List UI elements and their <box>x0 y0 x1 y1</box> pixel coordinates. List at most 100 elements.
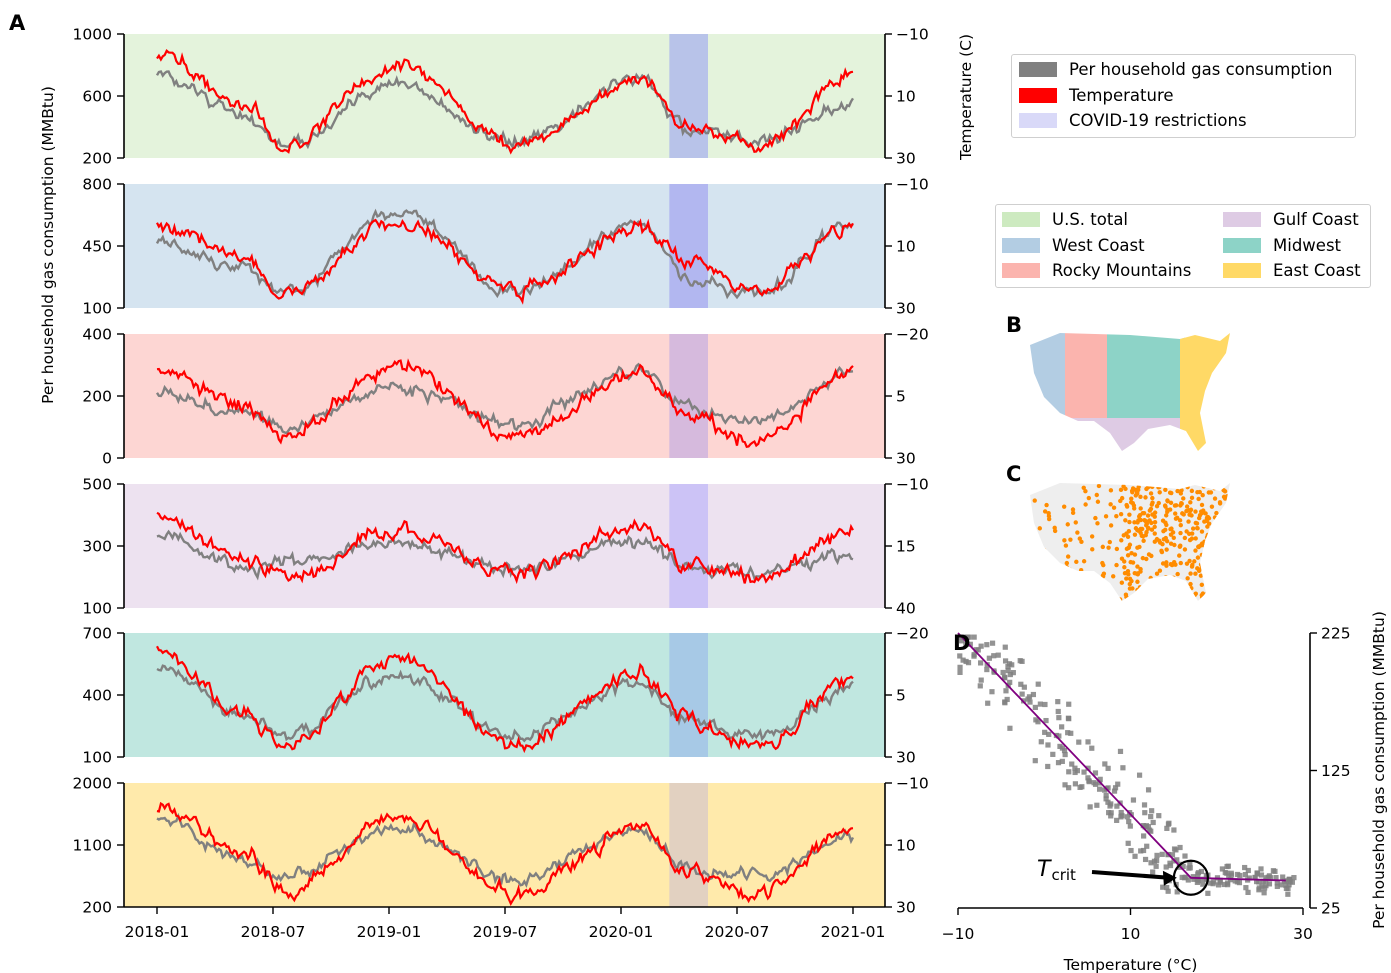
pipeline-dot <box>1070 601 1074 605</box>
scatter-point <box>1245 889 1251 895</box>
scatter-point <box>1072 781 1079 787</box>
pipeline-dot <box>1212 485 1217 491</box>
scatter-point <box>1195 878 1202 884</box>
scatter-point <box>1055 699 1061 705</box>
x-axis-title: Temperature (°C) <box>1063 956 1198 973</box>
pipeline-dot <box>1138 506 1143 511</box>
pipeline-dot <box>1175 571 1180 577</box>
pipeline-dot <box>1166 594 1171 600</box>
pipeline-dot <box>1226 584 1230 589</box>
pipeline-dot <box>1150 484 1155 489</box>
pipeline-dot <box>1132 520 1137 525</box>
pipeline-dot <box>1164 563 1169 568</box>
scatter-point <box>1086 779 1092 785</box>
pipeline-dot <box>1151 602 1155 606</box>
scatter-point <box>1145 787 1152 793</box>
scatter-point <box>1259 883 1265 889</box>
pipeline-dot <box>1220 578 1226 583</box>
subplot-background <box>124 484 885 608</box>
legend-region-swatch-us-total <box>1002 212 1040 227</box>
pipeline-dot <box>1059 603 1063 607</box>
pipeline-dot <box>1189 536 1195 541</box>
pipeline-dot <box>1150 495 1155 501</box>
pipeline-dot <box>1038 552 1044 558</box>
legend-label-temperature: Temperature <box>1069 86 1174 105</box>
pipeline-dot <box>1220 552 1225 557</box>
scatter-point <box>1243 885 1249 891</box>
scatter-point <box>1219 866 1225 872</box>
scatter-point <box>1032 704 1038 711</box>
scatter-point <box>1046 731 1052 737</box>
pipeline-dot <box>1200 601 1204 605</box>
scatter-point <box>1042 701 1048 708</box>
pipeline-dot <box>1144 523 1149 528</box>
pipeline-dot <box>1223 507 1229 512</box>
scatter-point <box>1262 885 1268 891</box>
scatter-point <box>1148 813 1154 820</box>
pipeline-dot <box>1189 602 1193 606</box>
pipeline-dot <box>1222 577 1227 583</box>
scatter-point <box>1265 874 1271 880</box>
pipeline-dot <box>1208 585 1213 590</box>
pipeline-dot <box>1108 523 1114 528</box>
scatter-point <box>971 634 977 640</box>
scatter-point <box>1103 796 1109 802</box>
pipeline-dot <box>1030 486 1033 491</box>
pipeline-dot <box>1160 518 1166 523</box>
scatter-point <box>1176 864 1183 870</box>
scatter-point <box>957 664 963 670</box>
scatter-point <box>967 641 973 647</box>
scatter-point <box>1150 819 1156 826</box>
scatter-point <box>1190 874 1196 880</box>
legend-region-label-east-coast: East Coast <box>1273 261 1361 280</box>
pipeline-dot <box>1204 574 1210 579</box>
pipeline-dot <box>1227 583 1230 589</box>
pipeline-dot <box>1106 545 1111 550</box>
pipeline-dot <box>1086 495 1092 501</box>
pipeline-dot <box>1161 583 1166 589</box>
covid-band <box>669 783 708 907</box>
pipeline-dot <box>1166 598 1171 601</box>
left-axis-tick-label: 450 <box>82 238 112 256</box>
pipeline-dot <box>1213 603 1217 607</box>
scatter-point <box>1228 870 1234 876</box>
left-axis-tick-label: 200 <box>82 899 112 917</box>
left-axis-tick-label: 100 <box>82 749 112 767</box>
scatter-point <box>1002 674 1008 680</box>
pipeline-dot <box>1094 492 1099 498</box>
pipeline-dot <box>1195 526 1200 531</box>
pipeline-dot <box>1139 526 1145 532</box>
legend-main: Per household gas consumption Temperatur… <box>1011 54 1356 138</box>
scatter-point <box>1185 877 1191 883</box>
pipeline-dot <box>1062 575 1068 580</box>
pipeline-dot <box>1193 509 1198 514</box>
scatter-point <box>1062 782 1068 788</box>
scatter-point <box>1007 671 1013 678</box>
scatter-point <box>1195 870 1202 876</box>
pipeline-dot <box>1069 602 1073 606</box>
pipeline-dot <box>1129 551 1134 556</box>
pipeline-dot <box>1204 535 1210 540</box>
subplot-rocky-mountains: 0 200 400 30 5 −20 <box>82 326 928 468</box>
pipeline-dot <box>1199 529 1205 534</box>
pipeline-dot <box>1218 571 1224 576</box>
pipeline-dot <box>1134 605 1138 609</box>
pipeline-dot <box>1157 490 1162 495</box>
left-axis-tick-label: 200 <box>82 150 112 168</box>
scatter-point <box>1059 724 1065 730</box>
y-axis-title-right: Temperature (C) <box>957 34 975 161</box>
pipeline-dot <box>1124 502 1129 508</box>
scatter-point <box>1245 867 1251 874</box>
pipeline-dot <box>1203 557 1208 562</box>
x-axis-tick-label: 2020-07 <box>705 923 770 941</box>
scatter-point <box>1174 857 1180 863</box>
pipeline-dot <box>1034 592 1039 597</box>
pipeline-dot <box>1207 589 1212 594</box>
pipeline-dot <box>1065 586 1071 591</box>
scatter-point <box>1280 874 1286 880</box>
pipeline-dot <box>1114 562 1119 568</box>
right-axis-tick-label: −10 <box>896 176 929 194</box>
pipeline-dot <box>1190 526 1196 531</box>
scatter-point <box>1150 869 1156 875</box>
